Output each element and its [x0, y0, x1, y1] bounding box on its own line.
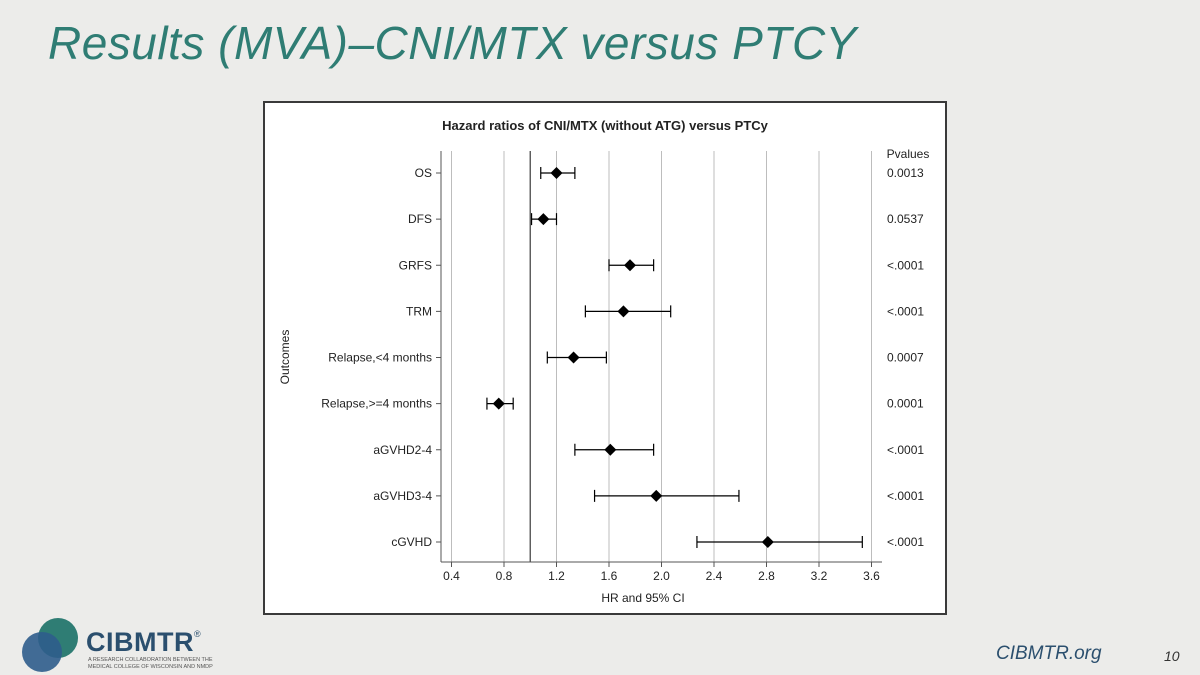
outcome-label: Relapse,<4 months [328, 351, 432, 365]
forest-plot-svg: Hazard ratios of CNI/MTX (without ATG) v… [278, 118, 930, 605]
hr-marker [650, 489, 663, 502]
forest-plot: Hazard ratios of CNI/MTX (without ATG) v… [263, 101, 947, 615]
outcome-label: GRFS [399, 258, 432, 272]
hr-marker [624, 259, 636, 272]
p-value: 0.0007 [887, 351, 924, 365]
hr-marker [567, 351, 580, 364]
hr-marker [761, 536, 774, 548]
p-value: 0.0013 [887, 166, 924, 180]
x-tick-label: 3.6 [863, 569, 880, 583]
logo-wordmark: CIBMTR® [86, 627, 201, 658]
x-axis-label: HR and 95% CI [601, 591, 684, 605]
footer-site: CIBMTR.org [996, 643, 1102, 664]
outcome-label: TRM [406, 304, 432, 318]
logo-name: CIBMTR [86, 627, 194, 657]
outcome-label: DFS [408, 212, 432, 226]
outcome-label: OS [415, 166, 432, 180]
p-value: <.0001 [887, 489, 924, 503]
x-tick-label: 0.4 [443, 569, 460, 583]
p-value: <.0001 [887, 258, 924, 272]
hr-marker [492, 397, 505, 410]
x-tick-label: 0.8 [496, 569, 513, 583]
x-tick-label: 2.0 [653, 569, 670, 583]
outcome-label: cGVHD [391, 535, 432, 549]
x-tick-label: 1.2 [548, 569, 565, 583]
hr-marker [604, 443, 617, 456]
cibmtr-logo [22, 618, 78, 672]
hr-marker [617, 305, 630, 318]
hr-marker [550, 167, 563, 179]
x-tick-label: 2.8 [758, 569, 775, 583]
x-tick-label: 2.4 [706, 569, 723, 583]
outcome-label: aGVHD2-4 [373, 443, 432, 457]
p-value: 0.0001 [887, 397, 924, 411]
logo-tagline: A research collaboration between the Med… [88, 657, 213, 670]
outcome-label: aGVHD3-4 [373, 489, 432, 503]
x-tick-label: 1.6 [601, 569, 618, 583]
logo-trademark: ® [193, 629, 202, 639]
hr-marker [537, 213, 550, 226]
chart-title: Hazard ratios of CNI/MTX (without ATG) v… [442, 118, 769, 133]
p-value: <.0001 [887, 443, 924, 457]
p-value: <.0001 [887, 535, 924, 549]
page-number: 10 [1164, 648, 1180, 664]
y-axis-label: Outcomes [278, 330, 292, 385]
p-value: <.0001 [887, 304, 924, 318]
p-value: 0.0537 [887, 212, 924, 226]
x-tick-label: 3.2 [811, 569, 828, 583]
logo-circle-blue [22, 632, 62, 672]
slide-title: Results (MVA)–CNI/MTX versus PTCY [48, 17, 857, 69]
outcome-label: Relapse,>=4 months [321, 397, 432, 411]
pvalue-header: Pvalues [887, 147, 930, 161]
